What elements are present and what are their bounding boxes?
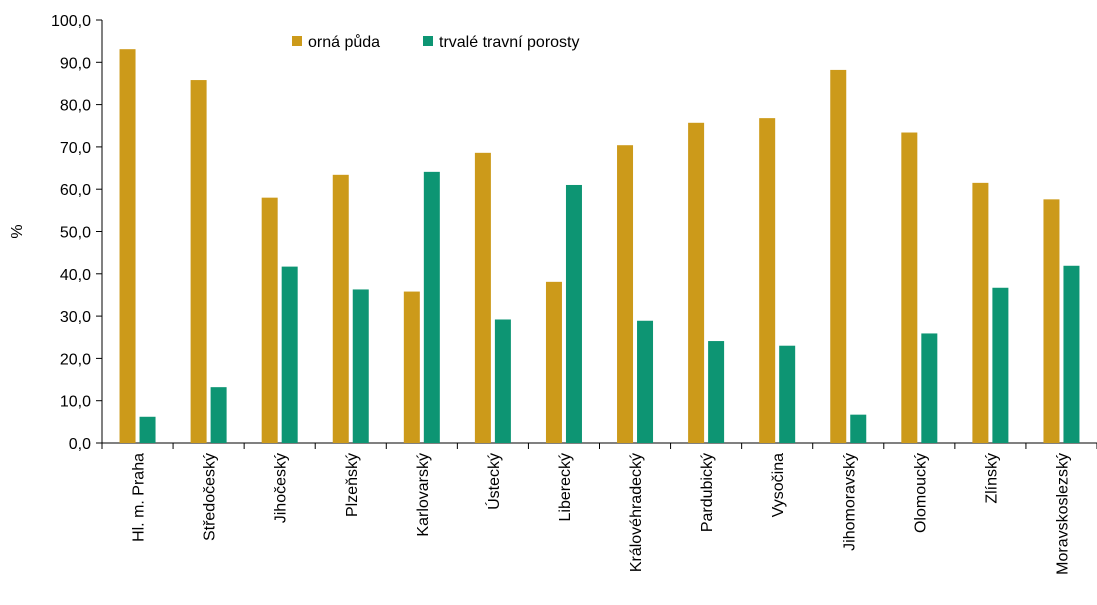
y-axis-title: %: [9, 224, 26, 238]
bar-orna-puda: [332, 174, 349, 443]
y-tick-label: 50,0: [60, 225, 91, 242]
bar-orna-puda: [972, 182, 989, 444]
x-axis: Hl. m. Praha Středočeský Jihočeský Plzeňský…: [101, 442, 1097, 575]
bar-trvale-travni-porosty: [423, 171, 440, 443]
bar-orna-puda: [901, 132, 918, 443]
y-tick-label: 30,0: [60, 309, 91, 326]
x-tick-label: Karlovarský: [415, 453, 432, 537]
bar-orna-puda: [545, 281, 562, 443]
bar-orna-puda: [759, 118, 776, 444]
bar-trvale-travni-porosty: [992, 287, 1009, 443]
bars: [119, 49, 1080, 444]
bar-trvale-travni-porosty: [139, 416, 156, 443]
x-tick-label: Plzeňský: [344, 453, 361, 517]
bar-orna-puda: [119, 49, 136, 443]
bar-trvale-travni-porosty: [281, 266, 298, 443]
y-tick-label: 100,0: [51, 13, 91, 30]
bar-orna-puda: [617, 145, 634, 443]
x-tick-label: Královéhradecký: [628, 453, 645, 572]
y-axis: 0,0 10,0 20,0 30,0 40,0 50,0 60,0 70,0 80,0 90,0 1…: [51, 13, 103, 453]
bar-trvale-travni-porosty: [565, 184, 582, 443]
bar-trvale-travni-porosty: [210, 387, 227, 443]
legend-label: orná půda: [308, 33, 380, 51]
bar-orna-puda: [474, 152, 491, 443]
x-tick-label: Zlínský: [983, 453, 1000, 504]
legend-swatch: [292, 36, 302, 46]
bar-trvale-travni-porosty: [494, 319, 511, 443]
bar-orna-puda: [261, 197, 278, 443]
x-tick-label: Pardubický: [699, 453, 716, 532]
y-tick-label: 80,0: [60, 98, 91, 115]
bar-trvale-travni-porosty: [1063, 265, 1080, 443]
x-tick-label: Olomoucký: [912, 453, 929, 533]
x-tick-label: Hl. m. Praha: [131, 453, 148, 542]
legend-swatch: [423, 36, 433, 46]
x-tick-label: Jihomoravský: [841, 453, 858, 551]
legend: orná půda trvalé travní porosty: [292, 33, 580, 51]
bar-trvale-travni-porosty: [779, 345, 796, 443]
bar-trvale-travni-porosty: [921, 333, 938, 443]
bar-trvale-travni-porosty: [708, 341, 725, 443]
y-tick-label: 10,0: [60, 394, 91, 411]
y-tick-label: 60,0: [60, 182, 91, 199]
bar-trvale-travni-porosty: [352, 289, 369, 443]
bar-trvale-travni-porosty: [850, 414, 867, 443]
x-tick-label: Jihočeský: [273, 453, 290, 523]
x-tick-label: Liberecký: [557, 453, 574, 521]
bar-orna-puda: [1043, 199, 1060, 443]
bar-orna-puda: [403, 291, 420, 443]
y-tick-label: 90,0: [60, 55, 91, 72]
y-tick-label: 70,0: [60, 140, 91, 157]
y-tick-label: 0,0: [69, 436, 91, 453]
x-tick-label: Vysočina: [770, 453, 787, 517]
y-tick-label: 40,0: [60, 267, 91, 284]
bar-orna-puda: [830, 69, 847, 443]
y-tick-label: 20,0: [60, 351, 91, 368]
legend-label: trvalé travní porosty: [439, 34, 580, 51]
bar-orna-puda: [190, 80, 207, 443]
x-tick-label: Ústecký: [484, 453, 503, 510]
bar-orna-puda: [688, 122, 705, 443]
bar-trvale-travni-porosty: [637, 320, 654, 443]
x-tick-label: Moravskoslezský: [1054, 453, 1071, 575]
x-tick-label: Středočeský: [202, 453, 219, 541]
